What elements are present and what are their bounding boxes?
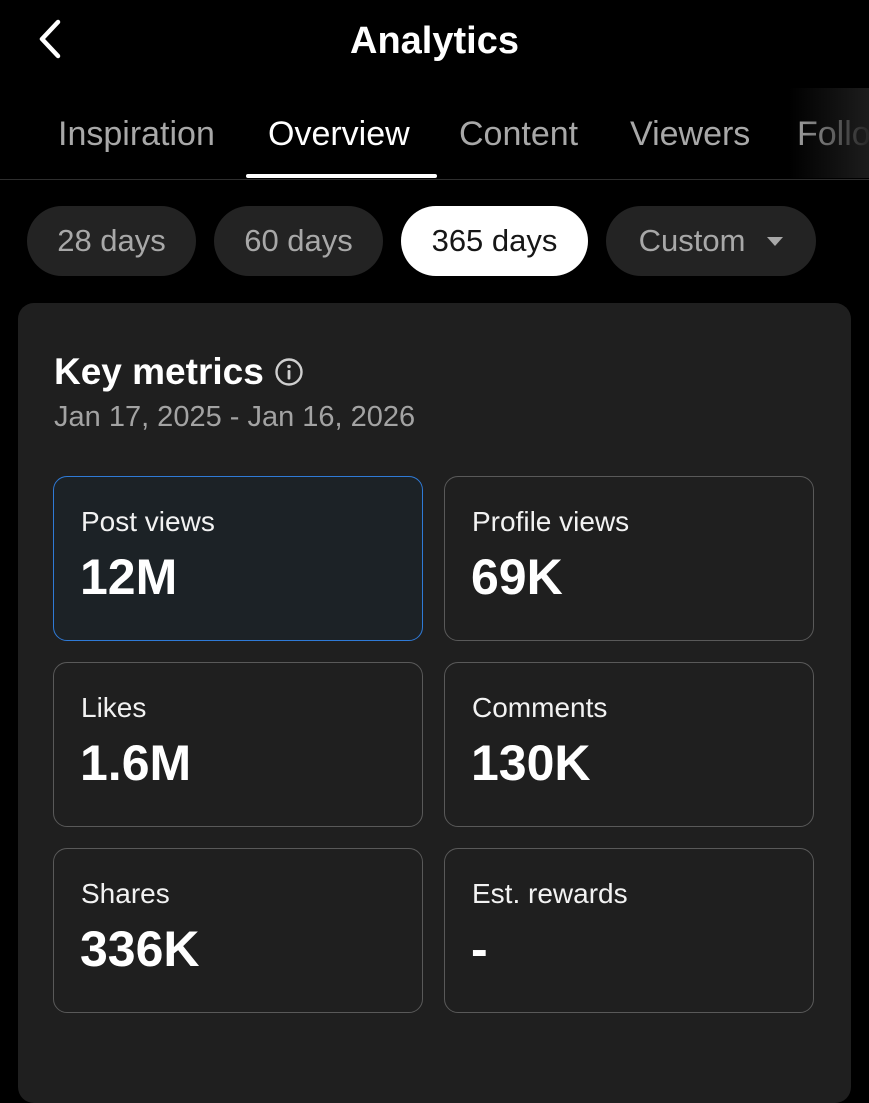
filter-28-days[interactable]: 28 days [27,206,196,276]
key-metrics-card [18,303,851,1103]
metric-likes[interactable]: Likes 1.6M [53,662,423,827]
filter-365-days[interactable]: 365 days [401,206,588,276]
section-title: Key metrics [54,351,264,392]
caret-down-icon [767,236,784,246]
filter-custom-dropdown[interactable]: Custom [606,206,816,276]
metric-shares[interactable]: Shares 336K [53,848,423,1013]
metric-profile-views[interactable]: Profile views 69K [444,476,814,641]
metric-post-views[interactable]: Post views 12M [53,476,423,641]
metric-label: Shares [81,878,170,909]
filter-label: Custom [638,223,746,258]
info-icon[interactable] [274,357,304,387]
tab-inspiration[interactable]: Inspiration [58,115,215,153]
metric-value: 130K [471,735,591,791]
metric-label: Comments [472,692,608,723]
metric-value: 336K [80,921,200,977]
metric-value: - [471,921,488,977]
tab-content[interactable]: Content [459,115,579,153]
filter-label: 365 days [431,223,558,258]
metric-label: Est. rewards [472,878,628,909]
metric-value: 69K [471,549,563,605]
metric-comments[interactable]: Comments 130K [444,662,814,827]
chevron-left-icon [37,19,63,64]
active-tab-indicator [246,174,437,178]
tab-bar: Inspiration Overview Content Viewers Fol… [0,88,869,180]
metric-label: Likes [81,692,147,723]
back-button[interactable] [28,16,72,66]
header: Analytics [0,0,869,85]
metric-value: 12M [80,549,178,605]
filter-label: 60 days [244,223,353,258]
tab-viewers[interactable]: Viewers [630,115,751,153]
filter-label: 28 days [57,223,166,258]
metric-label: Profile views [472,506,630,537]
filter-60-days[interactable]: 60 days [214,206,383,276]
metric-label: Post views [81,506,215,537]
key-metrics-heading: Key metrics [54,346,304,398]
page-title: Analytics [350,20,519,62]
metric-est-rewards[interactable]: Est. rewards - [444,848,814,1013]
tab-followers[interactable]: Follo [797,115,869,153]
tab-overview[interactable]: Overview [268,115,410,153]
date-range: Jan 17, 2025 - Jan 16, 2026 [54,401,416,433]
metric-value: 1.6M [80,735,192,791]
